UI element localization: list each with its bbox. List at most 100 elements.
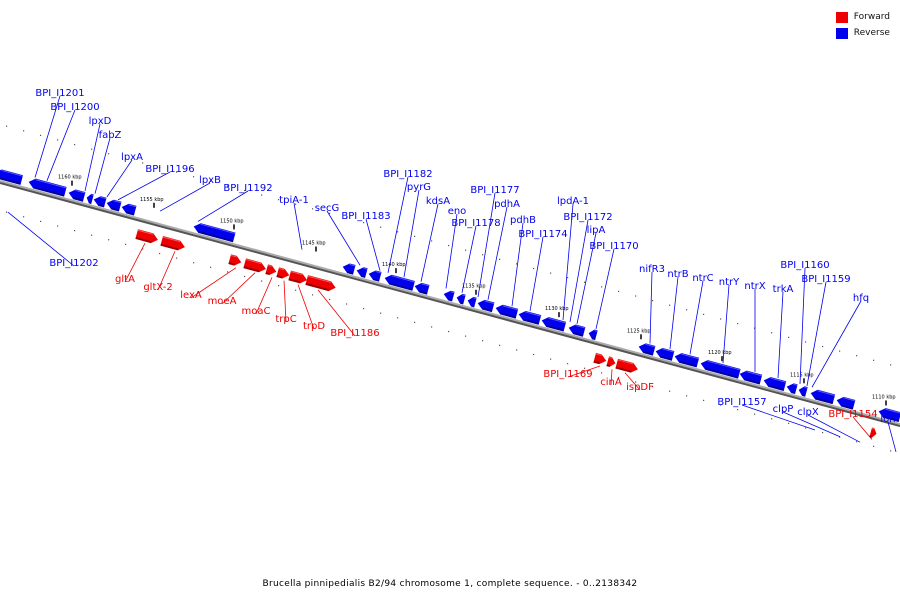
forward-gene-arrow — [606, 356, 616, 367]
reverse-gene-arrow — [467, 296, 477, 308]
leader-line — [529, 236, 544, 312]
guide-dot — [397, 317, 399, 319]
reverse-gene-arrow — [495, 304, 519, 319]
guide-dot — [873, 359, 875, 361]
reverse-gene-label: hfq — [853, 293, 869, 304]
guide-dot — [278, 285, 280, 287]
forward-gene-label: trpC — [275, 314, 296, 325]
leader-line — [106, 159, 133, 198]
leader-line — [722, 284, 730, 364]
guide-dot — [669, 304, 671, 306]
reverse-gene-arrow — [342, 263, 356, 275]
reverse-gene-label: clpP — [773, 404, 794, 415]
reverse-gene-label: pyrG — [407, 182, 431, 193]
reverse-gene-label: lpxB — [199, 175, 221, 186]
reverse-gene-label: tpiA-1 — [279, 195, 309, 206]
forward-gene-arrow — [276, 267, 290, 279]
leader-line — [461, 225, 477, 293]
guide-dot — [686, 309, 688, 311]
guide-dot — [635, 381, 637, 383]
guide-dot — [465, 249, 467, 251]
tick-label: 1110 kbp — [872, 394, 896, 400]
guide-dot — [380, 226, 382, 228]
guide-dot — [295, 289, 297, 291]
reverse-gene-label: lpdA-1 — [557, 196, 589, 207]
guide-dot — [125, 243, 127, 245]
guide-dot — [108, 239, 110, 241]
leader-line — [317, 289, 356, 337]
reverse-gene-label: BPI_I1172 — [563, 212, 612, 223]
legend-item-reverse: Reverse — [835, 25, 890, 41]
guide-dot — [346, 303, 348, 305]
leader-line — [34, 95, 61, 178]
guide-dot — [431, 240, 433, 242]
guide-dot — [669, 390, 671, 392]
tick-label: 1140 kbp — [382, 262, 406, 268]
reverse-gene-label: pdhA — [494, 199, 520, 210]
leader-line — [445, 213, 458, 289]
reverse-gene-label: BPI_I1160 — [780, 260, 829, 271]
reverse-gene-label: ntrC — [692, 273, 713, 284]
reverse-gene-arrow — [638, 343, 656, 356]
leader-line — [197, 190, 249, 222]
leader-line — [255, 277, 273, 315]
reverse-gene-arrow — [384, 274, 415, 291]
guide-dot — [23, 216, 25, 218]
guide-dot — [380, 312, 382, 314]
guide-dot — [74, 143, 76, 146]
reverse-gene-label: ntrB — [667, 269, 688, 280]
guide-dot — [822, 431, 824, 434]
guide-dot — [346, 217, 348, 219]
reverse-gene-label: BPI_I1177 — [470, 185, 519, 196]
guide-dot — [482, 254, 484, 256]
guide-dot — [108, 153, 110, 155]
tick-label: 1135 kbp — [462, 284, 486, 290]
guide-dot — [703, 313, 705, 316]
guide-dot — [448, 244, 450, 247]
forward-gene-arrow — [288, 270, 308, 284]
leader-line — [94, 137, 111, 194]
reverse-gene-arrow — [477, 299, 495, 313]
reverse-gene-arrow — [568, 324, 586, 337]
guide-dot — [601, 372, 603, 374]
leader-line — [157, 251, 176, 291]
guide-dot — [482, 340, 484, 342]
reverse-gene-label: eno — [448, 206, 467, 217]
reverse-gene-arrow — [739, 370, 763, 385]
legend-item-forward: Forward — [835, 9, 890, 25]
guide-dot — [499, 344, 501, 346]
leader-line — [689, 280, 704, 355]
guide-dot — [278, 199, 280, 201]
reverse-gene-label: secG — [315, 203, 340, 214]
reverse-gene-arrow — [674, 353, 700, 368]
reverse-swatch — [835, 27, 848, 39]
guide-dot — [805, 427, 807, 429]
guide-dot — [448, 330, 450, 333]
guide-dot — [6, 125, 8, 127]
guide-dot — [516, 263, 518, 265]
tick-label: 1155 kbp — [140, 197, 164, 203]
guide-dot — [635, 295, 637, 297]
leader-line — [7, 211, 75, 267]
leader-line — [567, 365, 601, 378]
guide-dot — [91, 148, 93, 150]
forward-swatch — [835, 11, 848, 23]
forward-gene-label: cinA — [600, 377, 622, 388]
guide-dot — [720, 404, 722, 406]
guide-dot — [261, 194, 263, 196]
reverse-gene-label: trkA — [773, 284, 794, 295]
reverse-gene-label: BPI_I1174 — [518, 229, 567, 240]
leader-line — [326, 210, 361, 266]
reverse-gene-label: BPI_I1178 — [451, 218, 500, 229]
reverse-gene-arrow — [121, 203, 137, 216]
forward-gene-arrow — [160, 236, 185, 251]
tick-label: 1130 kbp — [545, 306, 569, 312]
tick-label: 1160 kbp — [58, 175, 82, 181]
leader-line — [159, 182, 211, 212]
leader-line — [569, 219, 589, 322]
leader-line — [649, 271, 653, 344]
guide-dot — [465, 335, 467, 337]
reverse-gene-label: lpxD — [89, 116, 112, 127]
guide-dot — [584, 367, 586, 369]
